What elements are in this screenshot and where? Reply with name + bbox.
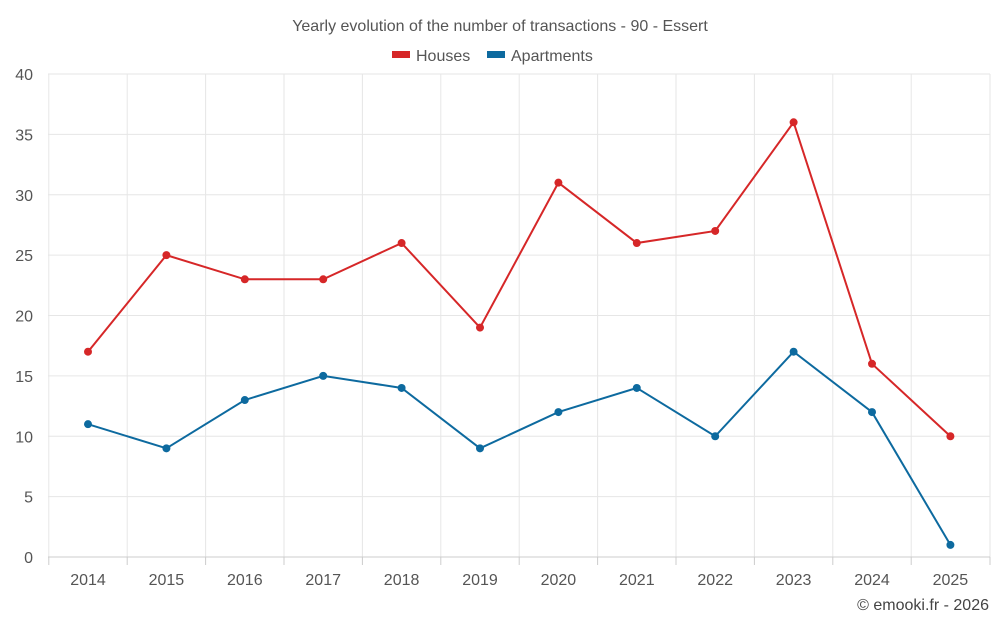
y-tick-label: 30 — [15, 188, 33, 205]
y-tick-label: 15 — [15, 369, 33, 386]
x-tick-label: 2019 — [462, 572, 498, 589]
series-line-apartments — [87, 350, 952, 546]
y-tick-label: 0 — [24, 550, 33, 567]
data-point-houses[interactable] — [711, 226, 720, 235]
data-point-houses[interactable] — [789, 118, 798, 127]
data-point-houses[interactable] — [632, 239, 641, 248]
data-point-houses[interactable] — [397, 239, 406, 248]
legend-item-apartments[interactable]: Apartments — [487, 48, 593, 65]
y-tick-label: 25 — [15, 248, 33, 265]
data-point-apartments[interactable] — [84, 420, 92, 429]
x-tick-label: 2023 — [776, 572, 812, 589]
y-axis: 0 5 10 15 20 25 30 35 40 — [15, 67, 33, 567]
data-point-houses[interactable] — [84, 347, 92, 356]
series-houses — [84, 118, 955, 441]
x-tick-label: 2016 — [227, 572, 263, 589]
x-tick-label: 2014 — [70, 572, 106, 589]
data-point-houses[interactable] — [162, 251, 171, 260]
x-tick-label: 2021 — [619, 572, 655, 589]
legend-swatch — [392, 51, 410, 58]
x-tick-label: 2020 — [541, 572, 577, 589]
legend: Houses Apartments — [392, 48, 593, 65]
x-tick-label: 2017 — [305, 572, 341, 589]
x-tick-label: 2025 — [933, 572, 969, 589]
series-layer — [84, 118, 955, 549]
legend-label: Apartments — [511, 48, 593, 65]
x-tick-label: 2022 — [697, 572, 733, 589]
data-point-houses[interactable] — [868, 359, 876, 368]
y-tick-label: 10 — [15, 429, 33, 446]
data-point-apartments[interactable] — [632, 383, 641, 392]
y-tick-label: 35 — [15, 127, 33, 144]
data-point-apartments[interactable] — [868, 408, 876, 417]
data-point-houses[interactable] — [946, 432, 955, 441]
legend-label: Houses — [416, 48, 470, 65]
data-point-houses[interactable] — [319, 275, 328, 284]
data-point-apartments[interactable] — [789, 347, 798, 356]
data-point-apartments[interactable] — [476, 444, 484, 453]
x-tick-label: 2024 — [854, 572, 890, 589]
data-point-apartments[interactable] — [319, 371, 328, 380]
data-point-apartments[interactable] — [162, 444, 171, 453]
x-tick-label: 2015 — [149, 572, 185, 589]
series-line-houses — [87, 120, 952, 437]
data-point-apartments[interactable] — [946, 540, 955, 549]
y-tick-label: 20 — [15, 309, 33, 326]
series-apartments — [84, 347, 955, 549]
data-point-apartments[interactable] — [240, 396, 249, 405]
legend-item-houses[interactable]: Houses — [392, 48, 470, 65]
x-axis: 2014 2015 2016 2017 2018 2019 2020 2021 2022 2023… — [48, 556, 991, 589]
y-tick-label: 40 — [15, 67, 33, 84]
y-tick-label: 5 — [24, 490, 33, 507]
data-point-houses[interactable] — [240, 275, 249, 284]
data-point-apartments[interactable] — [711, 432, 720, 441]
x-tick-label: 2018 — [384, 572, 420, 589]
legend-swatch — [487, 51, 505, 58]
data-point-houses[interactable] — [476, 323, 484, 332]
data-point-houses[interactable] — [554, 178, 563, 187]
grid — [48, 73, 991, 557]
credit-text: © emooki.fr - 2026 — [857, 597, 989, 614]
data-point-apartments[interactable] — [554, 408, 563, 417]
chart-title: Yearly evolution of the number of transa… — [292, 18, 708, 35]
data-point-apartments[interactable] — [397, 383, 406, 392]
